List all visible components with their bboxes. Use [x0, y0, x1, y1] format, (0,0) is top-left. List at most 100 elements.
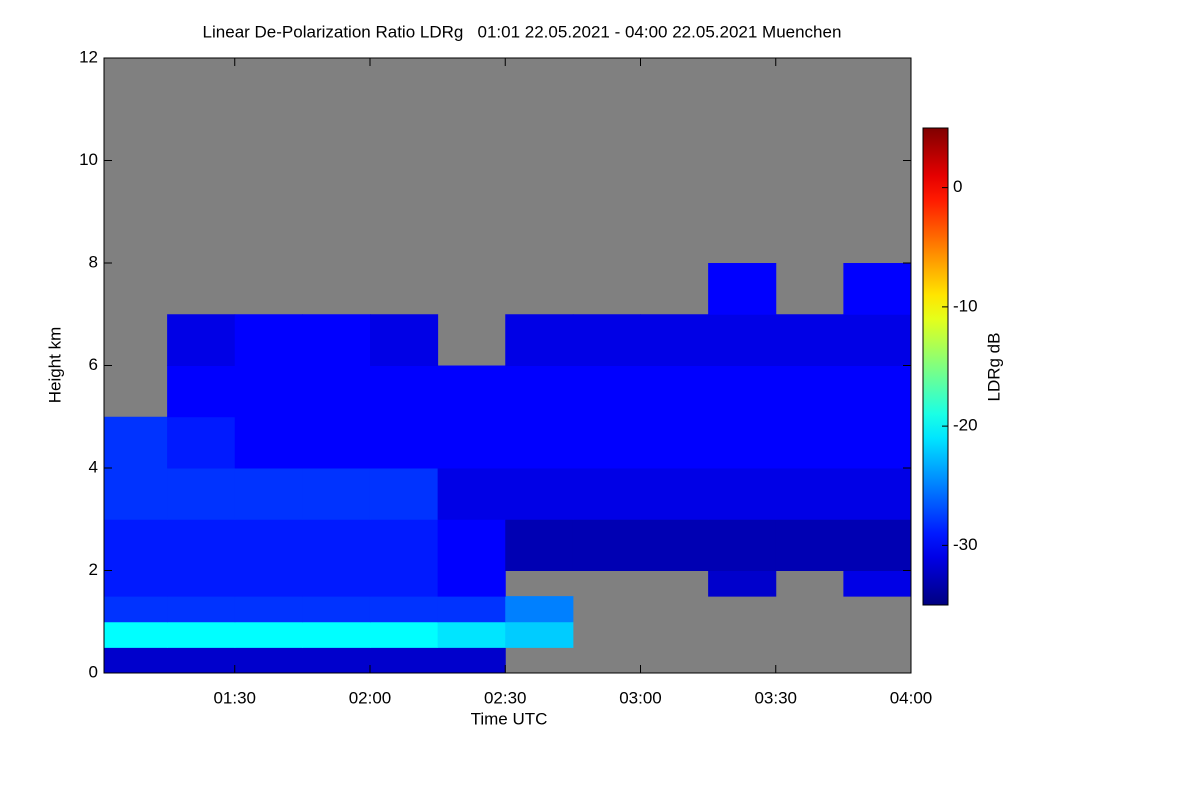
heatmap-cell	[369, 314, 439, 366]
x-tick-label: 01:30	[213, 688, 256, 707]
y-axis-label: Height km	[45, 327, 64, 404]
heatmap-cell	[572, 416, 641, 469]
heatmap-cell	[505, 519, 574, 571]
heatmap-cell	[775, 365, 844, 418]
heatmap-cell	[104, 416, 168, 469]
heatmap-cell	[572, 365, 641, 418]
heatmap-cell	[775, 314, 844, 366]
heatmap-cell	[640, 314, 709, 366]
heatmap-cell	[302, 647, 371, 674]
heatmap-cell	[708, 570, 777, 597]
heatmap-cell	[843, 570, 912, 597]
heatmap-cell	[369, 468, 439, 520]
heatmap-cell	[234, 365, 303, 418]
x-tick-label: 02:00	[349, 688, 392, 707]
heatmap-cell	[708, 365, 777, 418]
heatmap-cell	[369, 621, 439, 648]
heatmap-cell	[167, 596, 236, 623]
heatmap-cell	[167, 416, 236, 469]
heatmap-cell	[505, 621, 574, 648]
heatmap-cell	[437, 647, 506, 674]
heatmap-cell	[437, 570, 506, 597]
y-tick-label: 8	[89, 252, 98, 271]
heatmap-cell	[708, 416, 777, 469]
heatmap-cell	[302, 519, 371, 571]
heatmap-cell	[167, 647, 236, 674]
heatmap-cell	[234, 621, 303, 648]
colorbar-tick-label: 0	[953, 177, 962, 196]
y-tick-label: 2	[89, 560, 98, 579]
colorbar-label: LDRg dB	[984, 333, 1003, 402]
heatmap-cell	[708, 468, 777, 520]
heatmap-cell	[104, 596, 168, 623]
x-axis-label: Time UTC	[471, 709, 548, 728]
heatmap-cell	[437, 519, 506, 571]
heatmap-cell	[234, 596, 303, 623]
heatmap-cell	[369, 647, 439, 674]
heatmap-cell	[369, 570, 439, 597]
heatmap-cell	[505, 596, 574, 623]
heatmap-cell	[437, 416, 506, 469]
heatmap-cell	[302, 596, 371, 623]
heatmap-cell	[572, 519, 641, 571]
heatmap-cell	[505, 314, 574, 366]
colorbar	[922, 127, 949, 606]
x-tick-label: 03:00	[619, 688, 662, 707]
heatmap-cell	[104, 519, 168, 571]
y-tick-label: 6	[89, 355, 98, 374]
heatmap-cell	[640, 365, 709, 418]
y-tick-label: 12	[79, 47, 98, 66]
heatmap-cell	[234, 647, 303, 674]
heatmap-cell	[167, 519, 236, 571]
heatmap-cell	[302, 365, 371, 418]
heatmap-cell	[775, 416, 844, 469]
heatmap-cell	[843, 416, 912, 469]
heatmap-cell	[167, 365, 236, 418]
heatmap-cell	[104, 570, 168, 597]
x-tick-label: 02:30	[484, 688, 527, 707]
heatmap-cell	[302, 416, 371, 469]
heatmap-cell	[369, 519, 439, 571]
heatmap-cell	[505, 365, 574, 418]
heatmap-cell	[708, 314, 777, 366]
heatmap-cell	[437, 621, 506, 648]
heatmap-cell	[104, 647, 168, 674]
heatmap-cell	[437, 468, 506, 520]
heatmap-cell	[843, 263, 912, 315]
heatmap-cell	[775, 468, 844, 520]
heatmap-cell	[572, 314, 641, 366]
heatmap-cell	[843, 314, 912, 366]
y-tick-label: 4	[89, 457, 98, 476]
y-tick-label: 10	[79, 150, 98, 169]
heatmap-cell	[104, 621, 168, 648]
heatmap-cell	[104, 468, 168, 520]
heatmap-cell	[843, 519, 912, 571]
heatmap-cell	[234, 468, 303, 520]
heatmap-cell	[505, 416, 574, 469]
x-tick-label: 04:00	[890, 688, 933, 707]
chart-title: Linear De-Polarization Ratio LDRg 01:01 …	[203, 22, 842, 41]
heatmap-cell	[302, 468, 371, 520]
heatmap-cell	[640, 468, 709, 520]
heatmap-cell	[369, 365, 439, 418]
heatmap-cell	[302, 570, 371, 597]
heatmap-cell	[640, 416, 709, 469]
heatmap-cell	[167, 621, 236, 648]
y-tick-label: 0	[89, 662, 98, 681]
heatmap-cell	[167, 468, 236, 520]
heatmap-cell	[843, 468, 912, 520]
heatmap-cell	[234, 519, 303, 571]
heatmap-cell	[234, 314, 303, 366]
heatmap-cell	[572, 468, 641, 520]
heatmap-cell	[369, 596, 439, 623]
colorbar-tick-label: -20	[953, 416, 978, 435]
heatmap-cell	[437, 365, 506, 418]
heatmap-cell	[708, 263, 777, 315]
heatmap-cell	[640, 519, 709, 571]
heatmap-cell	[302, 314, 371, 366]
x-tick-label: 03:30	[754, 688, 797, 707]
heatmap-cell	[437, 596, 506, 623]
heatmap-cell	[234, 570, 303, 597]
colorbar-tick-label: -30	[953, 535, 978, 554]
